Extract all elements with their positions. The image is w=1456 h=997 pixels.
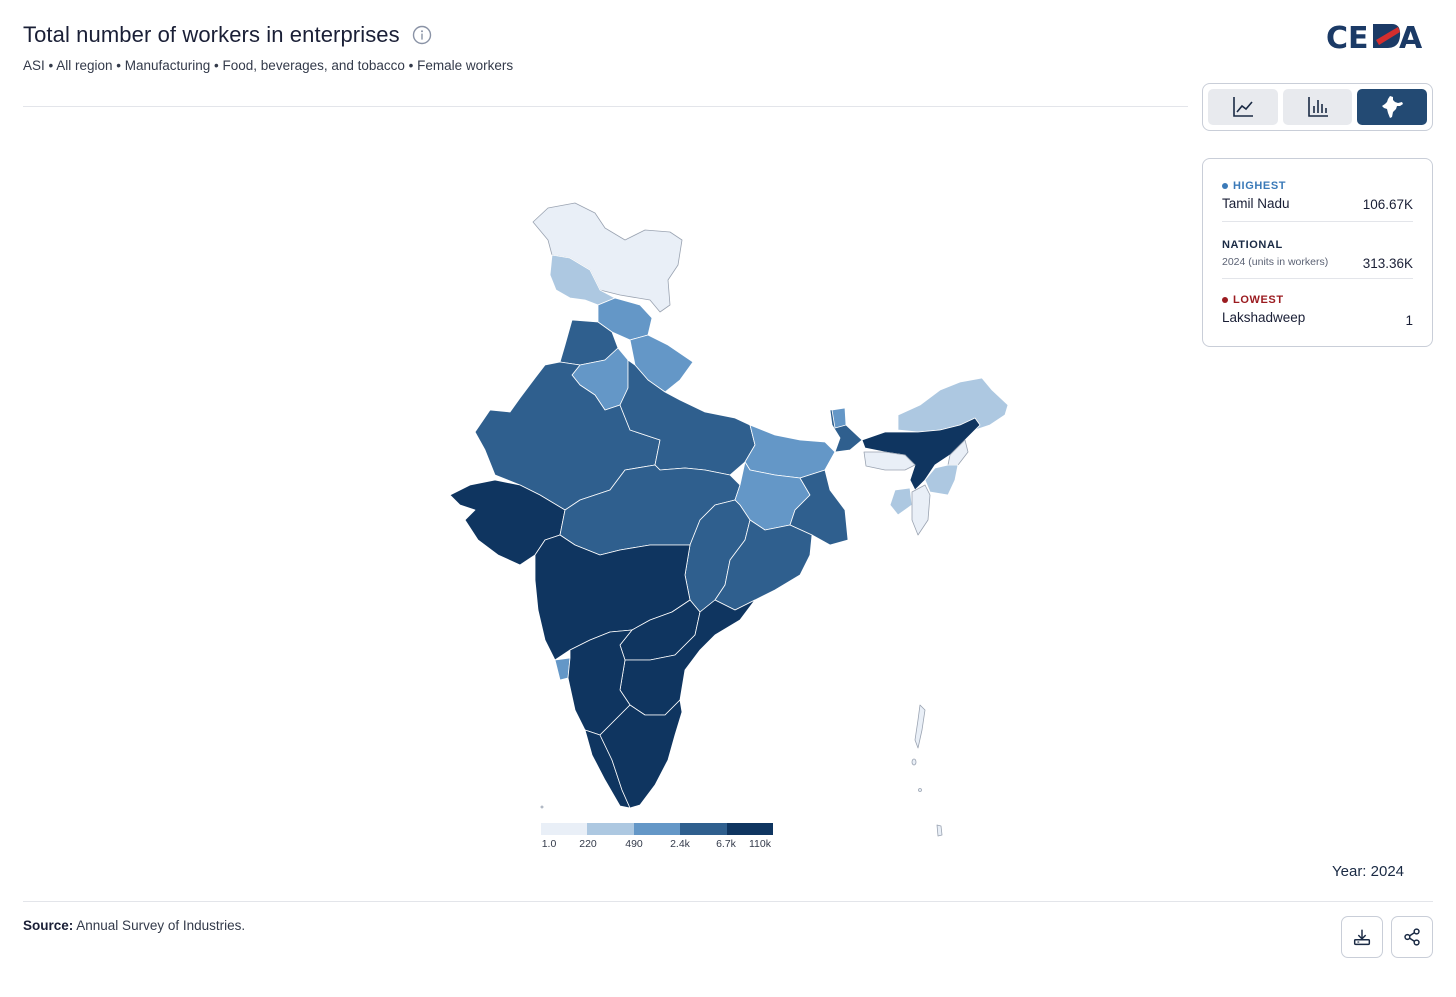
legend-swatch-1 [541, 823, 588, 835]
highest-label-text: HIGHEST [1233, 180, 1287, 192]
highest-value: 106.67K [1362, 197, 1413, 212]
lowest-value: 1 [1405, 313, 1413, 328]
legend-color-bar [541, 823, 774, 835]
region-uttar-pradesh[interactable] [619, 359, 756, 476]
region-west-bengal[interactable] [789, 407, 863, 546]
region-arunachal-pradesh[interactable] [897, 377, 1009, 433]
footer-divider [23, 901, 1433, 902]
lowest-region-name: Lakshadweep [1222, 310, 1306, 325]
stat-highest-label: HIGHEST [1222, 180, 1413, 192]
legend-tick: 1.0 [541, 838, 557, 850]
legend-tick: 6.7k [716, 838, 736, 850]
national-value: 313.36K [1362, 256, 1413, 271]
stat-highest: HIGHEST Tamil Nadu 106.67K [1222, 159, 1413, 222]
region-meghalaya[interactable] [863, 451, 916, 471]
stat-lowest-label: LOWEST [1222, 294, 1413, 306]
region-nicobar-islet-1 [918, 788, 922, 792]
region-nicobar-islands [936, 824, 943, 837]
share-icon [1404, 928, 1420, 946]
chart-title: Total number of workers in enterprises [23, 22, 400, 47]
national-label-text: NATIONAL [1222, 239, 1283, 251]
map-legend: 1.0 220 490 2.4k 6.7k 110k [541, 823, 774, 854]
legend-swatch-2 [587, 823, 634, 835]
region-odisha[interactable] [714, 519, 813, 611]
source-label: Source: [23, 918, 74, 933]
bar-chart-view-button[interactable] [1282, 89, 1353, 125]
stat-lowest: LOWEST Lakshadweep 1 [1222, 279, 1413, 339]
svg-text:CE: CE [1326, 21, 1369, 54]
share-button[interactable] [1391, 916, 1433, 958]
info-icon[interactable] [412, 25, 432, 45]
region-sikkim[interactable] [831, 407, 847, 429]
svg-text:A: A [1399, 21, 1423, 54]
chart-subtitle: ASI • All region • Manufacturing • Food,… [23, 58, 514, 73]
legend-tick: 490 [625, 838, 643, 850]
stat-national-label: NATIONAL [1222, 239, 1413, 251]
stat-national: NATIONAL 2024 (units in workers) 313.36K [1222, 222, 1413, 279]
map-view-button[interactable] [1357, 89, 1428, 125]
stats-panel: HIGHEST Tamil Nadu 106.67K NATIONAL 2024… [1202, 158, 1433, 347]
region-mizoram[interactable] [911, 484, 931, 536]
highest-dot-icon [1222, 183, 1228, 189]
india-choropleth-map [440, 195, 1020, 845]
region-andaman-islet [911, 758, 917, 766]
region-tripura[interactable] [889, 487, 913, 516]
download-icon [1353, 929, 1371, 946]
source-text: Annual Survey of Industries. [73, 918, 246, 933]
region-manipur[interactable] [924, 464, 959, 496]
title-row: Total number of workers in enterprises [23, 22, 432, 48]
region-andaman-nicobar[interactable] [914, 704, 926, 749]
line-chart-icon [1233, 97, 1253, 117]
header-divider [23, 106, 1188, 107]
legend-tick: 2.4k [670, 838, 690, 850]
legend-swatch-4 [680, 823, 727, 835]
region-bihar[interactable] [744, 424, 836, 479]
legend-swatch-5 [726, 823, 774, 835]
legend-tick: 220 [579, 838, 597, 850]
year-label: Year: 2024 [1332, 863, 1405, 880]
legend-swatch-3 [633, 823, 681, 835]
highest-region-name: Tamil Nadu [1222, 196, 1290, 211]
view-toggle [1202, 83, 1433, 131]
legend-tick: 110k [749, 838, 771, 850]
bar-chart-icon [1307, 97, 1328, 117]
national-subtext: 2024 (units in workers) [1222, 256, 1329, 268]
download-button[interactable] [1341, 916, 1383, 958]
lowest-label-text: LOWEST [1233, 294, 1284, 306]
ceda-logo: CE A [1326, 18, 1430, 56]
legend-ticks: 1.0 220 490 2.4k 6.7k 110k [541, 838, 773, 854]
lowest-dot-icon [1222, 297, 1228, 303]
region-nagaland[interactable] [947, 439, 969, 466]
india-map-icon [1382, 96, 1404, 118]
line-chart-view-button[interactable] [1208, 89, 1278, 125]
region-lakshadweep[interactable] [540, 805, 544, 809]
region-tamil-nadu[interactable] [599, 699, 683, 809]
source-note: Source: Annual Survey of Industries. [23, 918, 245, 933]
